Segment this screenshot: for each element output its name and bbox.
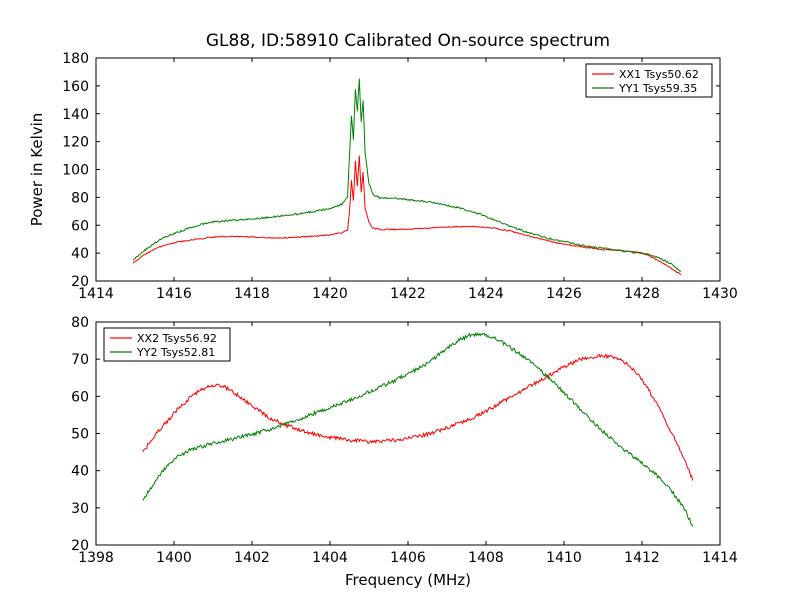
x-tick-label: 1414 <box>702 550 738 566</box>
series-YY2 <box>142 331 694 527</box>
x-tick-label: 1398 <box>78 550 114 566</box>
x-axis-label: Frequency (MHz) <box>345 571 471 589</box>
legend-entry-label: YY2 Tsys52.81 <box>136 346 215 359</box>
y-tick-label: 70 <box>71 352 89 368</box>
x-tick-label: 1430 <box>702 286 738 302</box>
series-YY1 <box>132 78 682 272</box>
x-tick-label: 1408 <box>468 550 504 566</box>
y-tick-label: 80 <box>71 190 89 206</box>
subplot-0: 1414 1416 1418 1420 1422 1424 1426 1428 1430 20 40… <box>28 31 738 302</box>
y-tick-label: 160 <box>62 79 89 95</box>
y-tick-label: 120 <box>62 135 89 151</box>
x-tick-label: 1412 <box>624 550 660 566</box>
legend-entry-label: YY1 Tsys59.35 <box>618 82 697 95</box>
y-tick-label: 40 <box>71 246 89 262</box>
x-tick-label: 1400 <box>156 550 192 566</box>
legend-entry-label: XX2 Tsys56.92 <box>137 332 217 345</box>
x-tick-label: 1428 <box>624 286 660 302</box>
x-tick-label: 1402 <box>234 550 270 566</box>
x-tick-label: 1424 <box>468 286 504 302</box>
legend-box <box>585 63 713 98</box>
legend-box <box>103 327 231 362</box>
x-tick-label: 1422 <box>390 286 426 302</box>
x-tick-label: 1418 <box>234 286 270 302</box>
series-XX2 <box>142 353 694 481</box>
series-XX1 <box>132 155 682 276</box>
y-tick-label: 180 <box>62 51 89 67</box>
y-tick-label: 80 <box>71 315 89 331</box>
x-tick-label: 1406 <box>390 550 426 566</box>
x-tick-label: 1416 <box>156 286 192 302</box>
chart-title: GL88, ID:58910 Calibrated On-source spec… <box>206 31 610 51</box>
legend-entry-label: XX1 Tsys50.62 <box>619 68 699 81</box>
y-tick-label: 140 <box>62 107 89 123</box>
x-tick-label: 1426 <box>546 286 582 302</box>
x-tick-label: 1414 <box>78 286 114 302</box>
axes-frame <box>95 57 721 282</box>
y-tick-label: 60 <box>71 218 89 234</box>
y-tick-label: 30 <box>71 501 89 517</box>
y-tick-label: 60 <box>71 389 89 405</box>
y-tick-label: 20 <box>71 274 89 290</box>
y-axis-label: Power in Kelvin <box>28 113 46 227</box>
y-tick-label: 20 <box>71 538 89 554</box>
x-tick-label: 1410 <box>546 550 582 566</box>
y-tick-label: 50 <box>71 427 89 443</box>
y-tick-label: 40 <box>71 464 89 480</box>
x-tick-label: 1420 <box>312 286 348 302</box>
x-tick-label: 1404 <box>312 550 348 566</box>
subplot-1: 1398 1400 1402 1404 1406 1408 1410 1412 1414 20 30… <box>71 315 738 589</box>
y-tick-label: 100 <box>62 163 89 179</box>
axes-frame <box>95 321 721 546</box>
